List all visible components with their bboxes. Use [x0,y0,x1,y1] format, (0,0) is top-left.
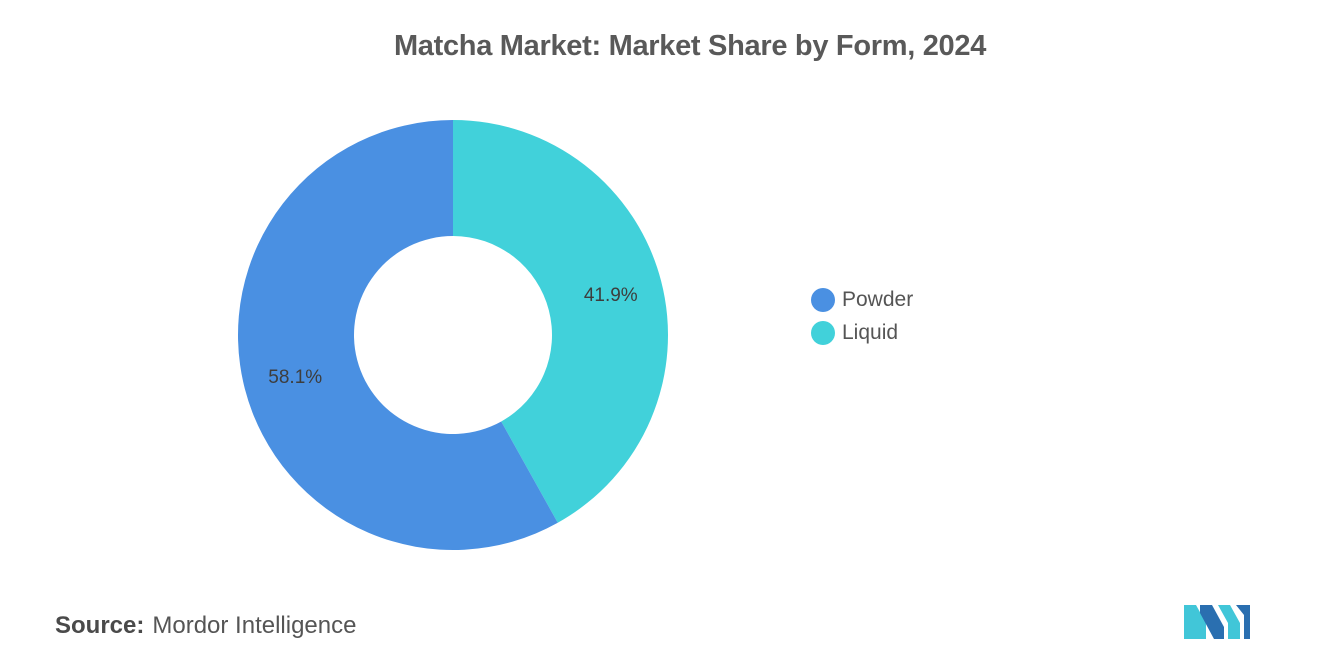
slice-liquid-data-label: 41.9% [584,285,638,306]
slice-powder[interactable] [237,120,558,550]
legend-swatch-powder [811,287,835,312]
legend-label-liquid: Liquid [842,320,899,344]
chart-title: Matcha Market: Market Share by Form, 202… [393,30,987,62]
source-note: Source: Mordor Intelligence [55,612,356,640]
mordor-intelligence-logo-icon [1184,605,1250,639]
legend-label-powder: Powder [842,287,914,311]
legend-item-liquid[interactable]: Liquid [811,316,913,349]
legend-swatch-liquid [811,320,835,345]
slice-powder-data-label: 58.1% [268,367,322,388]
source-value: Mordor Intelligence [152,612,357,639]
legend-item-powder[interactable]: Powder [811,283,913,316]
source-label: Source: [55,612,145,639]
slice-liquid[interactable] [453,120,668,523]
chart-legend: Powder Liquid [811,283,913,349]
